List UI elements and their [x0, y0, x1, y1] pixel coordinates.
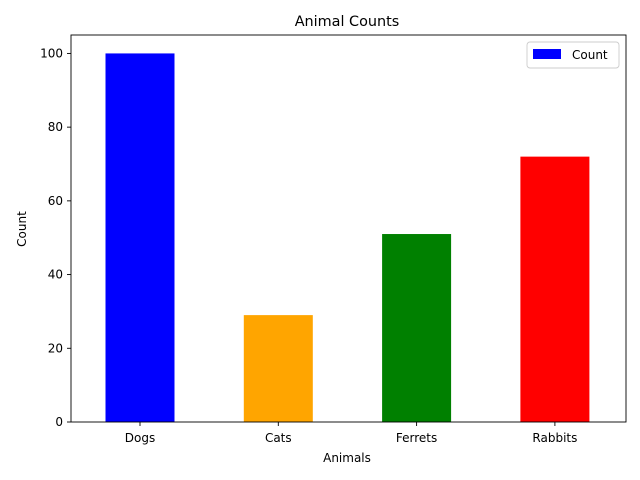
bar-cats — [243, 315, 313, 422]
legend-swatch — [533, 49, 561, 59]
bars-group — [105, 53, 590, 423]
chart-title: Animal Counts — [295, 14, 400, 30]
legend-frame — [526, 41, 620, 69]
y-tick-label-0: 0 — [55, 415, 63, 429]
x-tick-label-dogs: Dogs — [125, 431, 155, 445]
bar-dogs — [105, 53, 175, 423]
x-tick-label-cats: Cats — [265, 431, 292, 445]
x-tick-label-ferrets: Ferrets — [396, 431, 437, 445]
x-tick-label-rabbits: Rabbits — [532, 431, 577, 445]
y-tick-label-80: 80 — [48, 120, 63, 134]
bar-ferrets — [382, 234, 452, 422]
y-tick-label-60: 60 — [48, 194, 63, 208]
bar-rabbits — [520, 156, 590, 422]
x-axis-label: Animals — [323, 451, 371, 465]
x-axis: Dogs Cats Ferrets Rabbits — [125, 422, 577, 445]
y-tick-label-20: 20 — [48, 341, 63, 355]
y-axis: 0 20 40 60 80 100 — [40, 46, 71, 429]
y-tick-label-100: 100 — [40, 46, 63, 60]
legend-label: Count — [572, 48, 608, 62]
legend: Count — [526, 41, 620, 69]
y-tick-label-40: 40 — [48, 268, 63, 282]
y-axis-label: Count — [15, 211, 29, 247]
plot-frame — [70, 34, 627, 423]
